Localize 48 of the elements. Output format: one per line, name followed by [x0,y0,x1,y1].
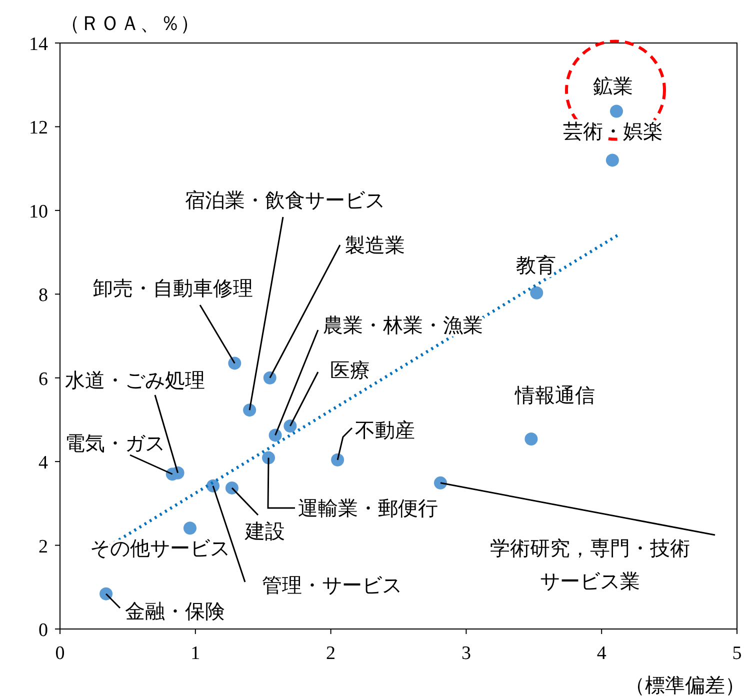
point [606,154,619,167]
point [262,451,276,464]
point [268,428,282,442]
annotation: 医療 [330,360,370,382]
point [530,286,544,300]
point [100,587,113,600]
y-tick-label: 14 [29,34,48,55]
point [225,481,238,494]
annotation: 建設 [244,521,285,543]
y-tick-label: 2 [38,536,48,558]
y-axis-title: （ＲＯＡ、％） [60,13,200,35]
point [331,453,344,466]
annotation: 水道・ごみ処理 [65,370,205,392]
point [243,404,256,417]
annotation: 情報通信 [514,385,595,407]
y-tick-label: 12 [29,118,48,139]
point [284,419,297,432]
y-tick-label: 10 [29,201,48,222]
annotation: 不動産 [355,420,415,442]
point [610,104,623,118]
point [228,356,242,370]
x-tick-label: 0 [55,643,65,664]
y-tick-label: 4 [38,452,48,474]
x-axis-title: （標準偏差） [625,675,745,697]
annotation: 運輸業・郵便行 [298,498,438,520]
annotation: その他サービス [90,538,230,560]
annotation: 学術研究，専門・技術 [490,538,690,560]
x-tick-label: 1 [190,643,200,664]
annotation: 製造業 [345,235,405,257]
x-tick-label: 3 [461,643,471,664]
annotation: 電気・ガス [65,433,165,455]
annotation: 宿泊業・飲食サービス [185,189,385,212]
annotation: 管理・サービス [262,575,402,597]
annotation: 金融・保険 [125,601,225,623]
annotation: 卸売・自動車修理 [93,278,253,300]
point [183,522,196,535]
x-tick-label: 4 [596,643,607,664]
point [434,476,447,490]
y-tick-label: 0 [38,620,48,641]
x-tick-label: 5 [732,643,742,664]
y-tick-label: 6 [38,368,48,390]
point [263,371,276,384]
annotation: 鉱業 [593,76,633,98]
annotation: 教育 [516,254,556,277]
annotation: サービス業 [540,571,640,593]
x-tick-label: 2 [326,643,336,664]
point [524,432,538,446]
y-tick-label: 8 [38,285,48,306]
